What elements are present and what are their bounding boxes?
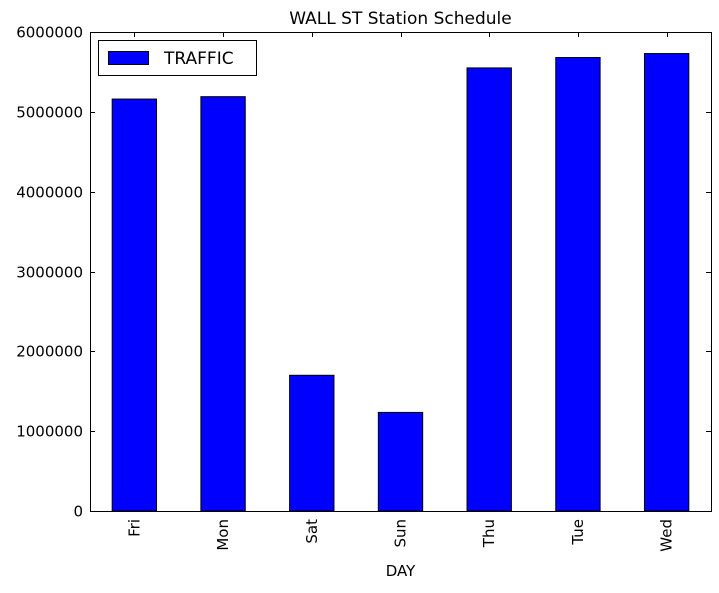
legend-label: TRAFFIC bbox=[163, 49, 234, 69]
chart-title: WALL ST Station Schedule bbox=[289, 9, 511, 29]
x-tick-label: Tue bbox=[569, 519, 587, 546]
y-tick-label: 0 bbox=[73, 503, 83, 521]
bar-sun bbox=[377, 411, 424, 512]
x-tick-label: Sun bbox=[392, 519, 410, 548]
y-tick-label: 6000000 bbox=[16, 24, 83, 42]
x-tick-label: Mon bbox=[214, 519, 232, 551]
x-tick-label: Sat bbox=[303, 519, 321, 544]
labels-layer: 0 1000000 2000000 3000000 4000000 5000000 6000… bbox=[16, 24, 675, 552]
y-tick-label: 1000000 bbox=[16, 423, 83, 441]
x-tick-label: Thu bbox=[480, 519, 498, 548]
x-tick-label: Wed bbox=[658, 519, 676, 552]
y-tick-label: 5000000 bbox=[16, 104, 83, 122]
plot-frame bbox=[90, 32, 712, 512]
bar-wed bbox=[643, 53, 690, 512]
bar-tue bbox=[555, 57, 601, 512]
legend: TRAFFIC bbox=[98, 40, 257, 76]
bar-thu bbox=[466, 67, 512, 512]
bars-layer bbox=[111, 53, 690, 512]
y-tick-label: 4000000 bbox=[16, 184, 83, 202]
x-tick-label: Fri bbox=[125, 519, 143, 537]
legend-swatch bbox=[108, 51, 149, 65]
y-tick-label: 2000000 bbox=[16, 343, 83, 361]
x-axis-label: DAY bbox=[386, 562, 416, 580]
bar-mon bbox=[200, 96, 246, 512]
bar-sat bbox=[289, 374, 335, 512]
bar-fri bbox=[111, 98, 158, 512]
y-tick-label: 3000000 bbox=[16, 264, 83, 282]
